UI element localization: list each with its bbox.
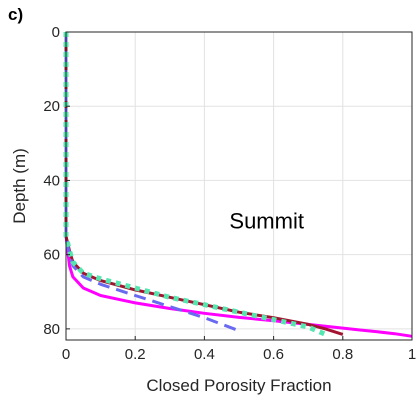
x-axis-label: Closed Porosity Fraction	[146, 376, 331, 395]
plot-frame	[65, 31, 413, 341]
y-tick-label: 60	[43, 247, 60, 264]
x-tick-label: 0.2	[125, 346, 146, 363]
grid	[65, 31, 413, 340]
x-tick-label: 0	[62, 346, 70, 363]
x-tick-label: 0.8	[332, 346, 353, 363]
y-tick-labels: 0 20 40 60 80	[43, 24, 60, 338]
y-tick-label: 80	[43, 321, 60, 338]
x-tick-label: 0.4	[194, 346, 215, 363]
x-tick-label: 1	[408, 346, 416, 363]
x-tick-label: 0.6	[263, 346, 284, 363]
series-layer	[63, 32, 413, 338]
series-dotted-line-4	[63, 32, 327, 337]
y-axis-label: Depth (m)	[10, 148, 29, 224]
tick-marks	[65, 31, 413, 340]
y-tick-label: 0	[52, 24, 60, 41]
summit-annotation: Summit	[229, 209, 304, 234]
series-solid-line-1	[64, 32, 413, 338]
y-tick-label: 20	[43, 98, 60, 115]
series-dashed-line-3	[64, 32, 240, 333]
y-tick-label: 40	[43, 172, 60, 189]
panel-label: c)	[8, 5, 23, 24]
x-tick-labels: 0 0.2 0.4 0.6 0.8 1	[62, 346, 416, 363]
